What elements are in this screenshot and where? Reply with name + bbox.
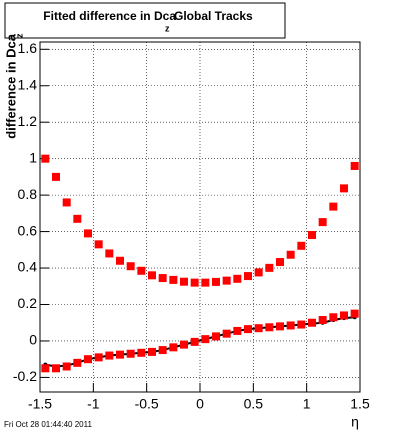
marker: [105, 249, 114, 258]
x-axis-label: η: [351, 414, 359, 430]
marker: [212, 277, 220, 286]
marker: [222, 276, 231, 285]
y-tick-label: 1.4: [18, 76, 38, 92]
marker: [244, 272, 252, 281]
y-axis-label-subscript: z: [14, 33, 24, 38]
marker: [190, 337, 199, 346]
title-subscript: z: [165, 23, 170, 33]
marker: [212, 332, 220, 341]
marker: [148, 347, 156, 356]
y-tick-label: 0: [29, 332, 37, 348]
y-tick-label: 1: [29, 149, 37, 165]
marker: [62, 198, 71, 207]
timestamp: Fri Oct 28 01:44:40 2011: [4, 420, 92, 429]
marker: [201, 278, 210, 287]
marker: [169, 343, 178, 352]
marker: [340, 311, 348, 320]
marker: [350, 309, 359, 318]
marker: [233, 274, 242, 283]
y-tick-label: 1.2: [18, 113, 38, 129]
marker: [137, 348, 146, 357]
marker: [276, 322, 284, 331]
marker: [286, 250, 295, 259]
title-box: [4, 2, 286, 39]
x-tick-label: -1: [87, 396, 100, 412]
y-tick-label: 1.6: [18, 40, 38, 56]
marker: [116, 350, 124, 359]
marker: [126, 262, 135, 271]
marker: [137, 266, 146, 275]
marker: [73, 358, 82, 367]
marker: [84, 229, 92, 238]
marker: [73, 214, 82, 223]
marker: [158, 274, 167, 283]
marker: [329, 313, 338, 322]
marker: [190, 278, 199, 287]
marker: [148, 271, 156, 280]
marker: [94, 353, 103, 362]
x-tick-label: 0: [196, 396, 204, 412]
y-tick-label: 0.4: [18, 259, 38, 275]
marker: [52, 364, 60, 373]
marker: [201, 335, 210, 344]
y-axis-label: difference in Dca: [3, 33, 18, 139]
marker: [116, 256, 124, 265]
y-tick-label: 0.2: [18, 295, 38, 311]
marker: [297, 320, 306, 329]
marker: [180, 340, 188, 349]
y-tick-label: 0.8: [18, 186, 38, 202]
y-tick-label: 0.6: [18, 222, 38, 238]
x-tick-label: 1: [303, 396, 311, 412]
marker: [265, 323, 274, 332]
marker: [52, 172, 60, 181]
marker: [265, 263, 274, 272]
marker: [350, 161, 359, 170]
marker: [286, 321, 295, 330]
marker: [233, 326, 242, 335]
marker: [308, 231, 316, 240]
chart-title: Fitted difference in Dca: [43, 9, 176, 23]
marker: [244, 325, 252, 334]
marker: [105, 351, 114, 360]
marker: [254, 268, 263, 277]
marker: [318, 218, 327, 227]
marker: [276, 258, 284, 267]
x-tick-label: -0.5: [135, 396, 159, 412]
x-tick-label: 1.5: [350, 396, 370, 412]
x-tick-label: 0.5: [244, 396, 264, 412]
marker: [180, 277, 188, 286]
marker: [84, 355, 92, 364]
marker: [222, 329, 231, 338]
y-tick-label: -0.2: [13, 368, 37, 384]
marker: [158, 346, 167, 355]
marker: [308, 318, 316, 327]
marker: [41, 364, 50, 373]
marker: [254, 324, 263, 333]
marker: [318, 315, 327, 324]
marker: [62, 362, 71, 371]
marker: [329, 202, 338, 211]
marker: [41, 154, 50, 163]
marker: [126, 349, 135, 358]
marker: [297, 241, 306, 250]
title-rest: Global Tracks: [174, 9, 253, 23]
marker: [94, 240, 103, 249]
x-tick-label: -1.5: [28, 396, 52, 412]
marker: [169, 275, 178, 284]
marker: [340, 184, 348, 193]
